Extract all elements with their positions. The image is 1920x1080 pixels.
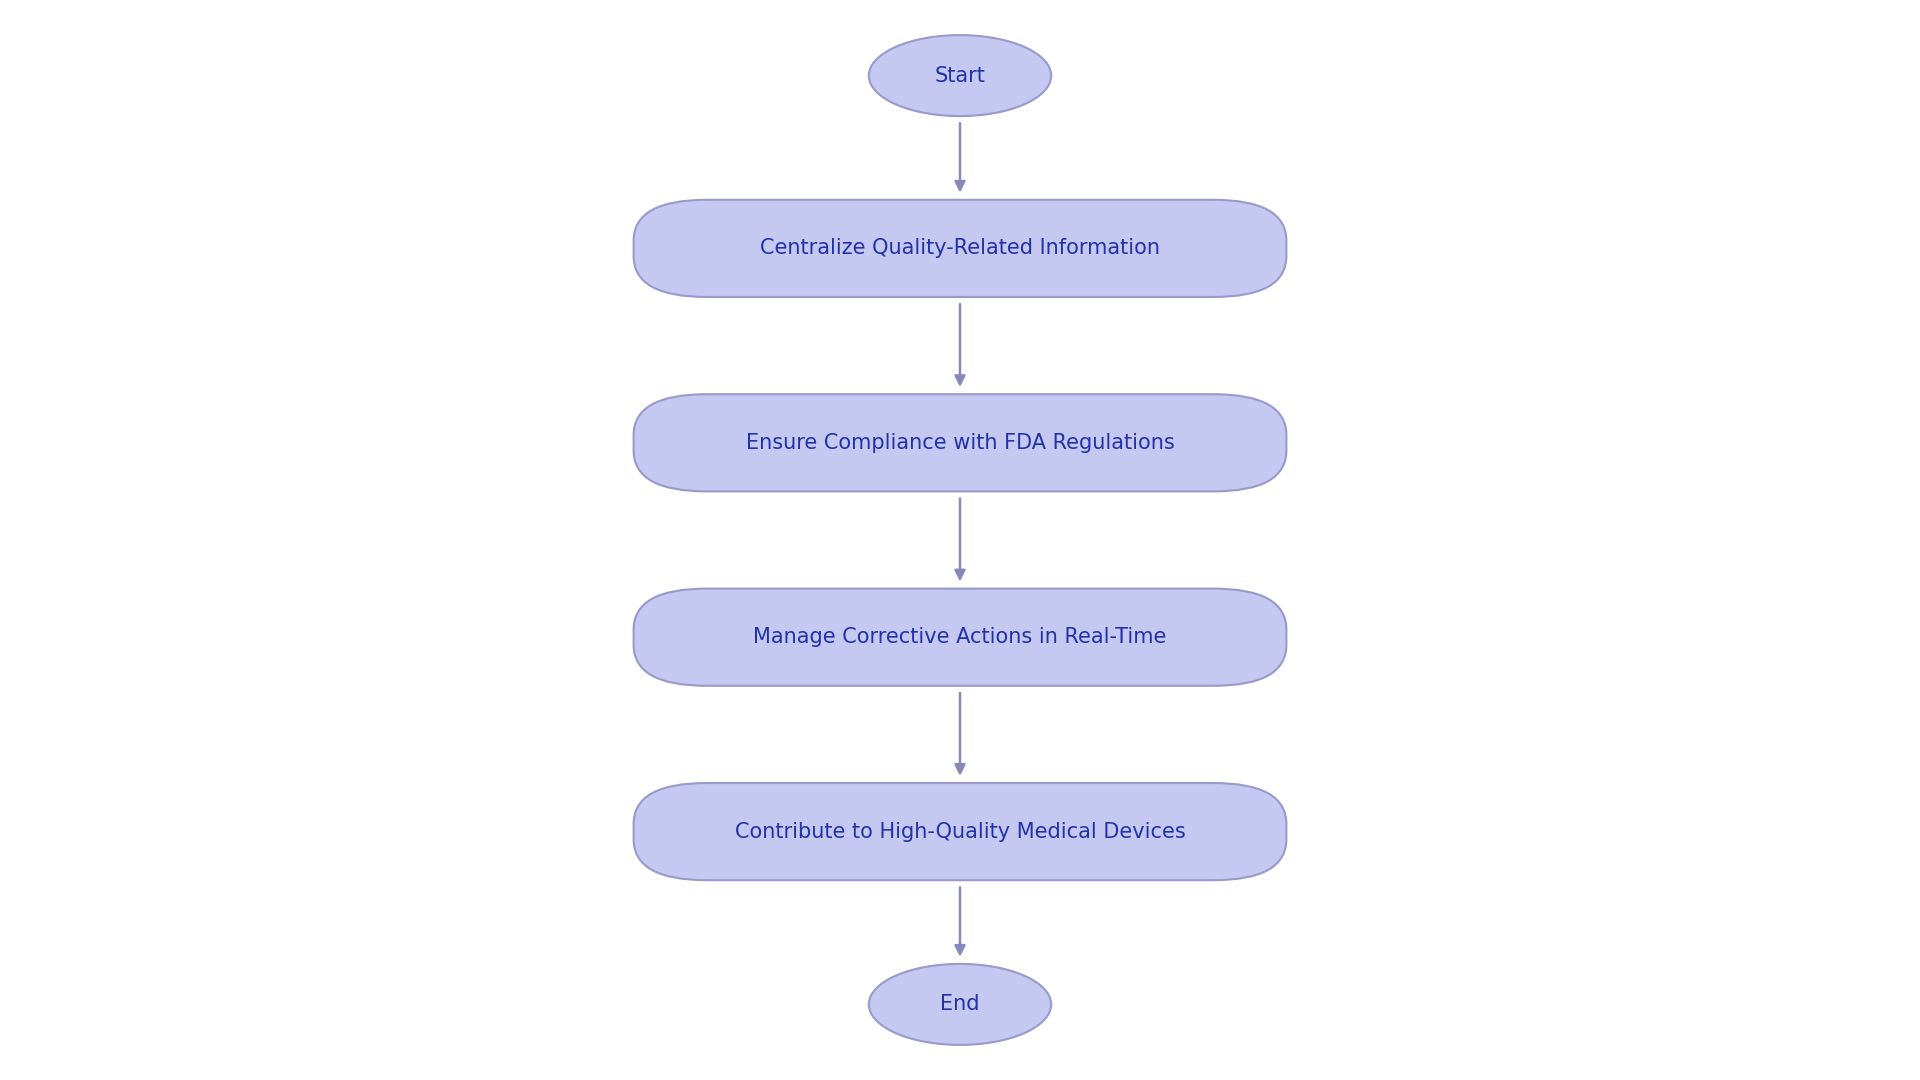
Ellipse shape xyxy=(868,35,1052,116)
Text: Ensure Compliance with FDA Regulations: Ensure Compliance with FDA Regulations xyxy=(745,433,1175,453)
Text: Start: Start xyxy=(935,66,985,85)
Text: End: End xyxy=(941,995,979,1014)
Ellipse shape xyxy=(868,963,1052,1045)
FancyBboxPatch shape xyxy=(634,589,1286,686)
Text: Manage Corrective Actions in Real-Time: Manage Corrective Actions in Real-Time xyxy=(753,627,1167,647)
FancyBboxPatch shape xyxy=(634,783,1286,880)
Text: Contribute to High-Quality Medical Devices: Contribute to High-Quality Medical Devic… xyxy=(735,822,1185,841)
FancyBboxPatch shape xyxy=(634,394,1286,491)
FancyBboxPatch shape xyxy=(634,200,1286,297)
Text: Centralize Quality-Related Information: Centralize Quality-Related Information xyxy=(760,239,1160,258)
